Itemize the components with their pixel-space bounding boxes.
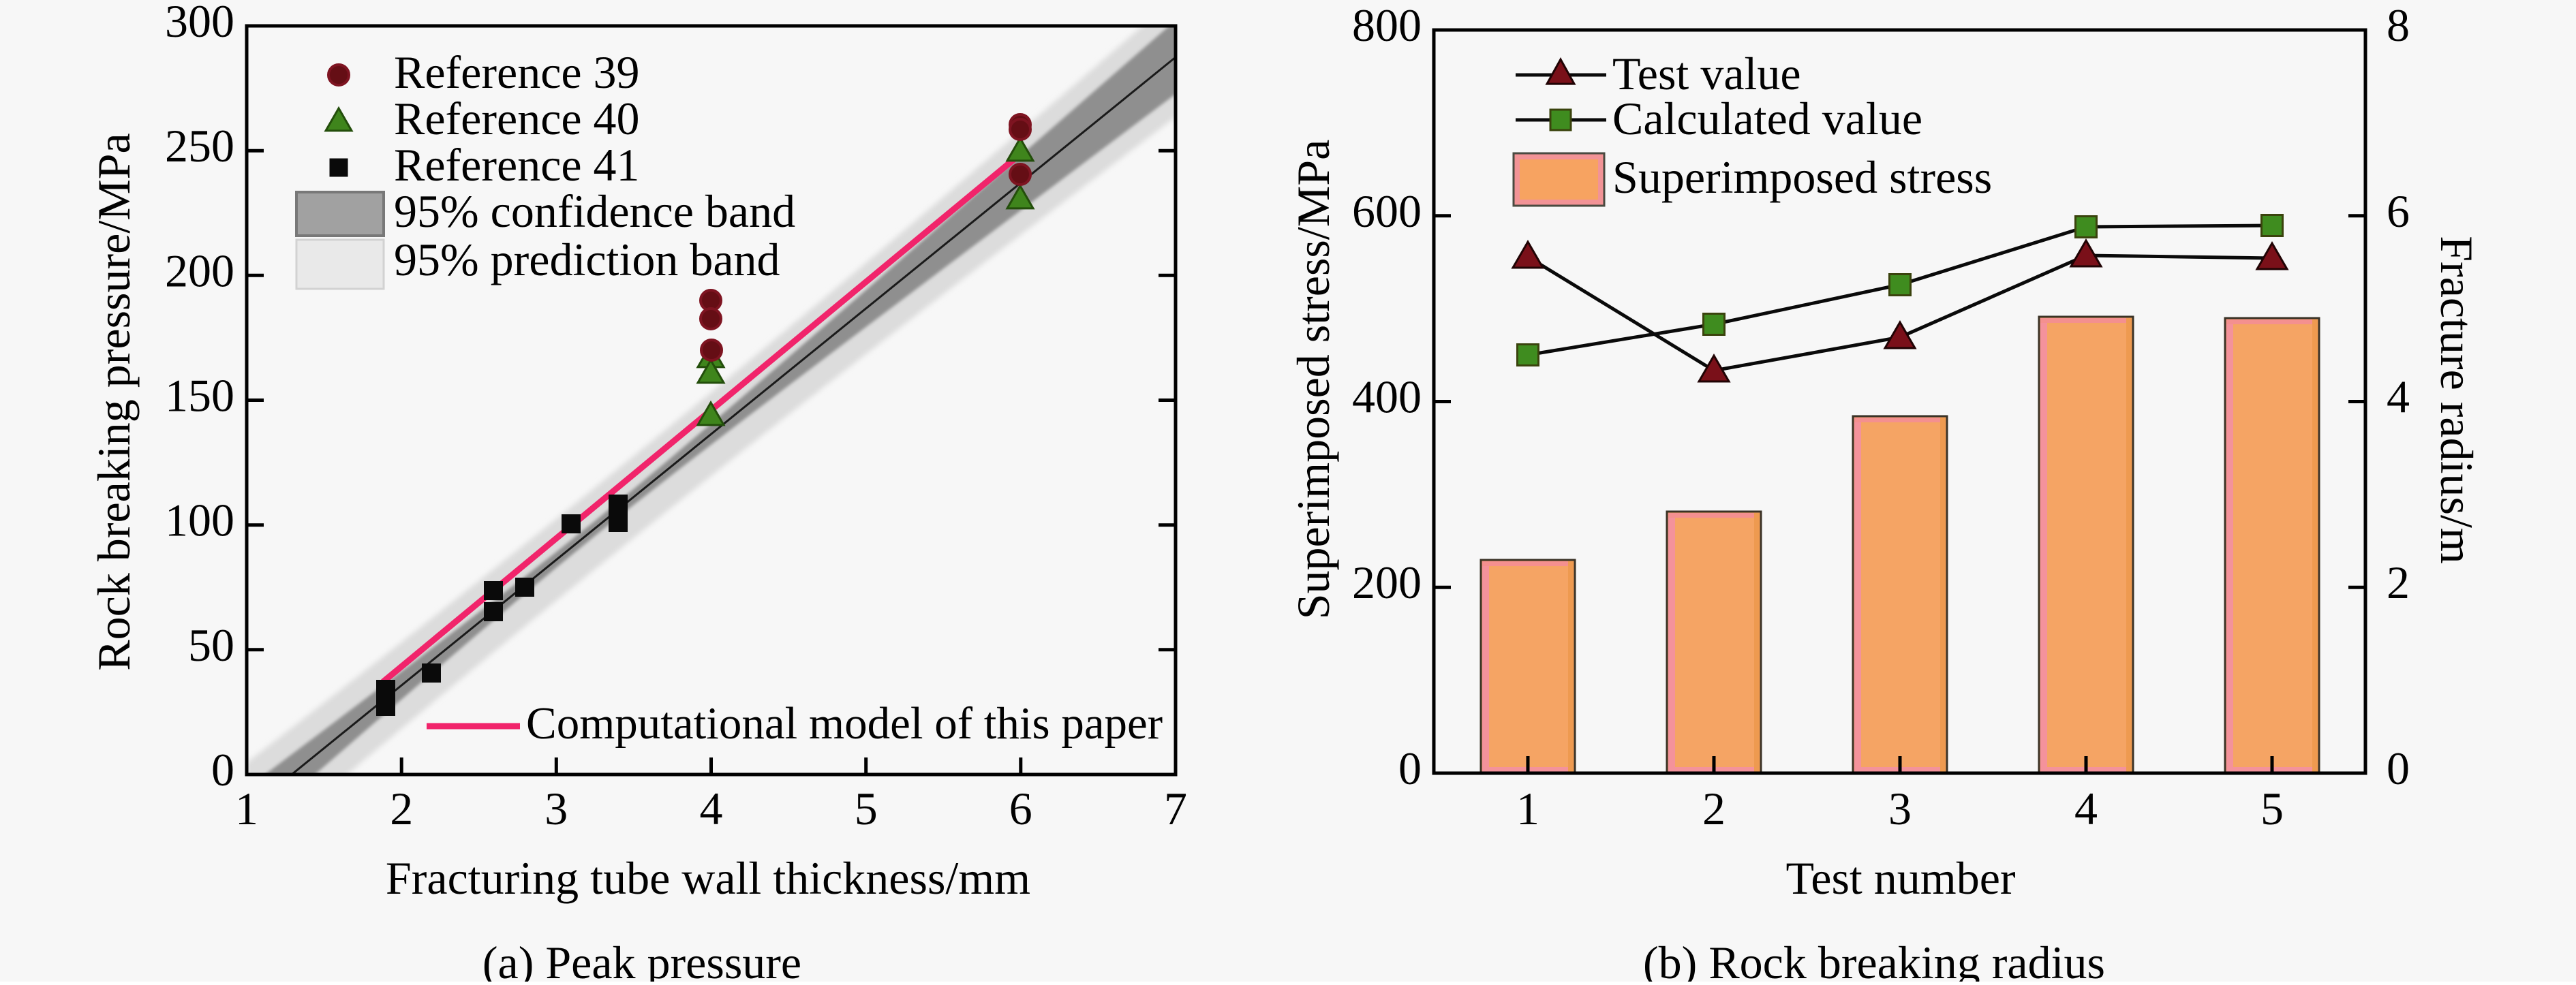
svg-text:4: 4: [2074, 783, 2098, 834]
svg-text:800: 800: [1352, 0, 1422, 51]
svg-text:(a) Peak pressure: (a) Peak pressure: [482, 937, 801, 982]
svg-text:0: 0: [2387, 742, 2410, 794]
svg-text:250: 250: [165, 120, 234, 172]
svg-text:8: 8: [2387, 0, 2410, 51]
svg-text:95% confidence band: 95% confidence band: [394, 185, 795, 237]
svg-text:95% prediction band: 95% prediction band: [394, 234, 780, 285]
svg-text:Test value: Test value: [1612, 48, 1801, 99]
svg-text:Computational model of this pa: Computational model of this paper: [526, 698, 1163, 749]
svg-text:150: 150: [165, 370, 234, 422]
svg-text:5: 5: [855, 783, 878, 834]
svg-text:Superimposed stress/MPa: Superimposed stress/MPa: [1287, 140, 1339, 620]
svg-text:Reference 40: Reference 40: [394, 93, 640, 144]
svg-text:3: 3: [1888, 783, 1912, 834]
svg-text:Calculated value: Calculated value: [1612, 93, 1922, 144]
svg-text:0: 0: [1398, 742, 1422, 794]
svg-text:50: 50: [188, 619, 234, 671]
svg-text:Reference 39: Reference 39: [394, 46, 640, 98]
svg-text:2: 2: [390, 783, 413, 834]
svg-text:(b) Rock breaking radius: (b) Rock breaking radius: [1643, 937, 2105, 982]
svg-text:400: 400: [1352, 371, 1422, 423]
svg-text:4: 4: [2387, 371, 2410, 423]
svg-text:200: 200: [165, 245, 234, 296]
svg-text:2: 2: [1702, 783, 1726, 834]
svg-text:Fracturing tube wall thickness: Fracturing tube wall thickness/mm: [386, 852, 1030, 904]
svg-text:7: 7: [1164, 783, 1187, 834]
svg-text:Test number: Test number: [1785, 852, 2015, 904]
svg-text:5: 5: [2260, 783, 2284, 834]
svg-text:0: 0: [211, 744, 234, 796]
svg-text:Reference 41: Reference 41: [394, 139, 640, 191]
svg-text:6: 6: [2387, 185, 2410, 237]
svg-text:Rock breaking pressure/MPa: Rock breaking pressure/MPa: [88, 133, 140, 670]
svg-text:6: 6: [1009, 783, 1032, 834]
svg-text:100: 100: [165, 495, 234, 546]
svg-text:Superimposed stress: Superimposed stress: [1612, 151, 1992, 203]
svg-text:300: 300: [165, 0, 234, 47]
svg-text:1: 1: [1516, 783, 1539, 834]
svg-text:2: 2: [2387, 557, 2410, 608]
svg-text:3: 3: [545, 783, 568, 834]
svg-text:4: 4: [700, 783, 723, 834]
svg-text:Fracture radius/m: Fracture radius/m: [2431, 236, 2483, 564]
svg-text:600: 600: [1352, 185, 1422, 237]
svg-text:200: 200: [1352, 557, 1422, 608]
svg-text:1: 1: [235, 783, 258, 834]
